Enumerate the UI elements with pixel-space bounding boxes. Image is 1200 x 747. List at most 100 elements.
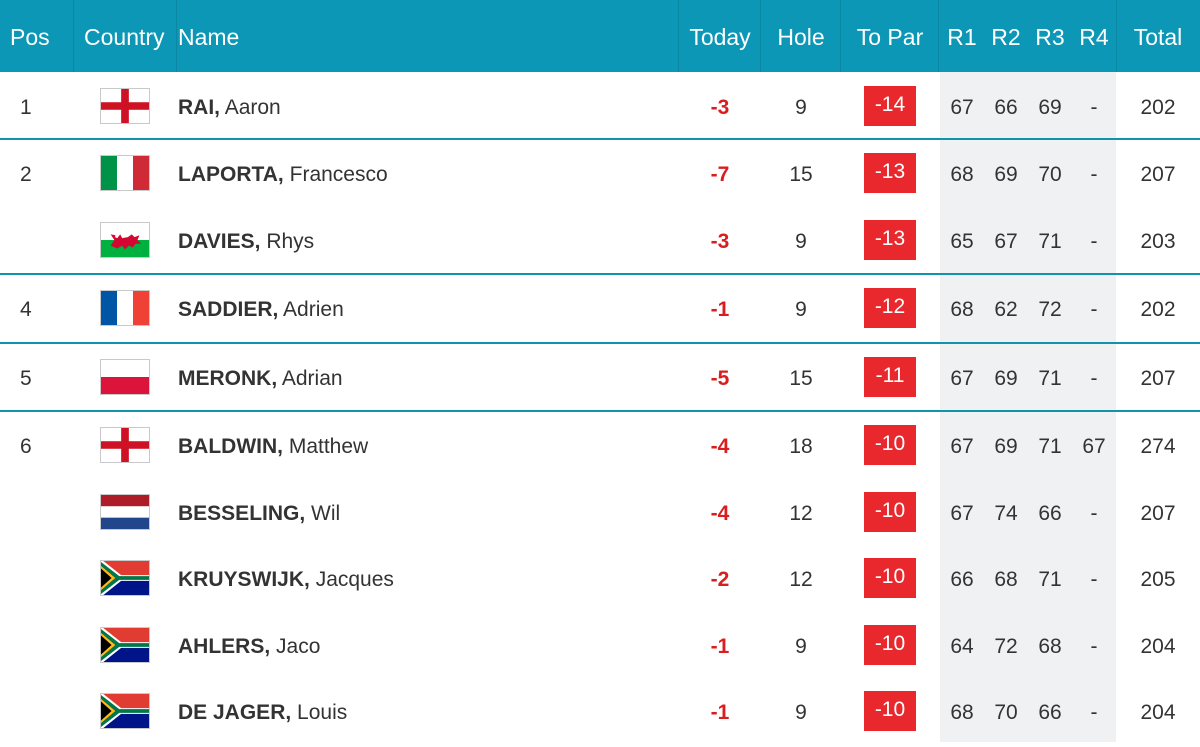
to-par-badge: -10 [864,625,916,665]
round-3-score: 71 [1038,568,1062,591]
round-1-score: 66 [950,568,974,591]
round-1-score: 67 [950,502,974,525]
to-par-badge: -11 [864,357,916,397]
today-score: -5 [710,367,730,390]
player-name-link[interactable]: LAPORTA, Francesco [178,141,388,207]
to-par-badge: -14 [864,86,916,126]
hole-number: 15 [789,367,813,390]
today-score: -7 [710,163,730,186]
total-score: 202 [1140,298,1176,321]
today-score: -4 [710,435,730,458]
round-3-score: 71 [1038,367,1062,390]
player-last-name: SADDIER, [178,298,279,321]
round-4-score: - [1090,568,1098,591]
round-4-score: - [1090,367,1098,390]
table-row[interactable]: 1 RAI, Aaron -3 9 67 66 69 - 202 -14 [0,74,1200,140]
position: 6 [20,435,32,458]
player-last-name: DAVIES, [178,230,261,253]
total-score: 204 [1140,635,1176,658]
position: 4 [20,298,32,321]
position-group-divider [0,138,1200,140]
header-hole[interactable]: Hole [777,24,825,50]
leaderboard-header: Pos Country Name Today Hole To Par R1 R2… [0,0,1200,72]
header-r2[interactable]: R2 [991,24,1021,50]
hole-number: 9 [795,635,807,658]
player-first-name: Francesco [289,163,388,186]
header-country[interactable]: Country [84,24,165,50]
player-first-name: Matthew [288,435,369,458]
wales-flag-icon [100,222,150,258]
round-2-score: 69 [994,163,1018,186]
total-score: 274 [1140,435,1176,458]
table-row[interactable]: AHLERS, Jaco -1 9 64 72 68 - 204 -10 [0,613,1200,679]
today-score: -1 [710,298,730,321]
header-r4[interactable]: R4 [1079,24,1109,50]
position-group-divider [0,273,1200,275]
round-1-score: 64 [950,635,974,658]
today-score: -3 [710,230,730,253]
today-score: -2 [710,568,730,591]
header-divider [1116,0,1117,72]
player-first-name: Louis [297,701,348,724]
player-name-link[interactable]: SADDIER, Adrien [178,276,344,342]
header-total[interactable]: Total [1133,24,1183,50]
round-3-score: 66 [1038,502,1062,525]
round-4-score: - [1090,502,1098,525]
south-africa-flag-icon [100,693,150,729]
position: 5 [20,367,32,390]
table-row[interactable]: 4 SADDIER, Adrien -1 9 68 62 72 - 202 -12 [0,276,1200,342]
player-first-name: Jacques [315,568,394,591]
hole-number: 12 [789,568,813,591]
table-row[interactable]: 6 BALDWIN, Matthew -4 18 67 69 71 67 274 -10 [0,413,1200,479]
header-to-par[interactable]: To Par [856,24,924,50]
table-row[interactable]: 5 MERONK, Adrian -5 15 67 69 71 - 207 -11 [0,345,1200,411]
table-row[interactable]: DE JAGER, Louis -1 9 68 70 66 - 204 -10 [0,679,1200,745]
round-2-score: 70 [994,701,1018,724]
player-name-link[interactable]: MERONK, Adrian [178,345,343,411]
header-divider [840,0,841,72]
player-name-link[interactable]: BALDWIN, Matthew [178,413,368,479]
player-name-link[interactable]: RAI, Aaron [178,74,281,140]
round-1-score: 68 [950,163,974,186]
table-row[interactable]: KRUYSWIJK, Jacques -2 12 66 68 71 - 205 -10 [0,546,1200,612]
player-name-link[interactable]: KRUYSWIJK, Jacques [178,546,394,612]
player-last-name: DE JAGER, [178,701,292,724]
player-name-link[interactable]: DAVIES, Rhys [178,208,314,274]
table-row[interactable]: 2 LAPORTA, Francesco -7 15 68 69 70 - 207 -13 [0,141,1200,207]
header-today[interactable]: Today [689,24,751,50]
total-score: 207 [1140,163,1176,186]
round-2-score: 62 [994,298,1018,321]
total-score: 207 [1140,367,1176,390]
table-row[interactable]: DAVIES, Rhys -3 9 65 67 71 - 203 -13 [0,208,1200,274]
round-3-score: 69 [1038,96,1062,119]
rounds-column-shading [940,72,1116,742]
header-r1[interactable]: R1 [947,24,977,50]
round-1-score: 68 [950,701,974,724]
player-name-link[interactable]: AHLERS, Jaco [178,613,320,679]
player-last-name: MERONK, [178,367,278,390]
to-par-badge: -10 [864,492,916,532]
round-2-score: 74 [994,502,1018,525]
south-africa-flag-icon [100,560,150,596]
round-3-score: 68 [1038,635,1062,658]
netherlands-flag-icon [100,494,150,530]
header-divider [678,0,679,72]
hole-number: 9 [795,96,807,119]
table-row[interactable]: BESSELING, Wil -4 12 67 74 66 - 207 -10 [0,480,1200,546]
hole-number: 9 [795,298,807,321]
player-name-link[interactable]: BESSELING, Wil [178,480,340,546]
today-score: -1 [710,701,730,724]
england-flag-icon [100,427,150,463]
italy-flag-icon [100,155,150,191]
round-2-score: 69 [994,435,1018,458]
today-score: -3 [710,96,730,119]
total-score: 203 [1140,230,1176,253]
header-pos[interactable]: Pos [10,24,50,50]
round-4-score: - [1090,230,1098,253]
player-name-link[interactable]: DE JAGER, Louis [178,679,347,745]
position: 1 [20,96,32,119]
header-name[interactable]: Name [178,24,240,50]
hole-number: 9 [795,230,807,253]
header-r3[interactable]: R3 [1035,24,1065,50]
